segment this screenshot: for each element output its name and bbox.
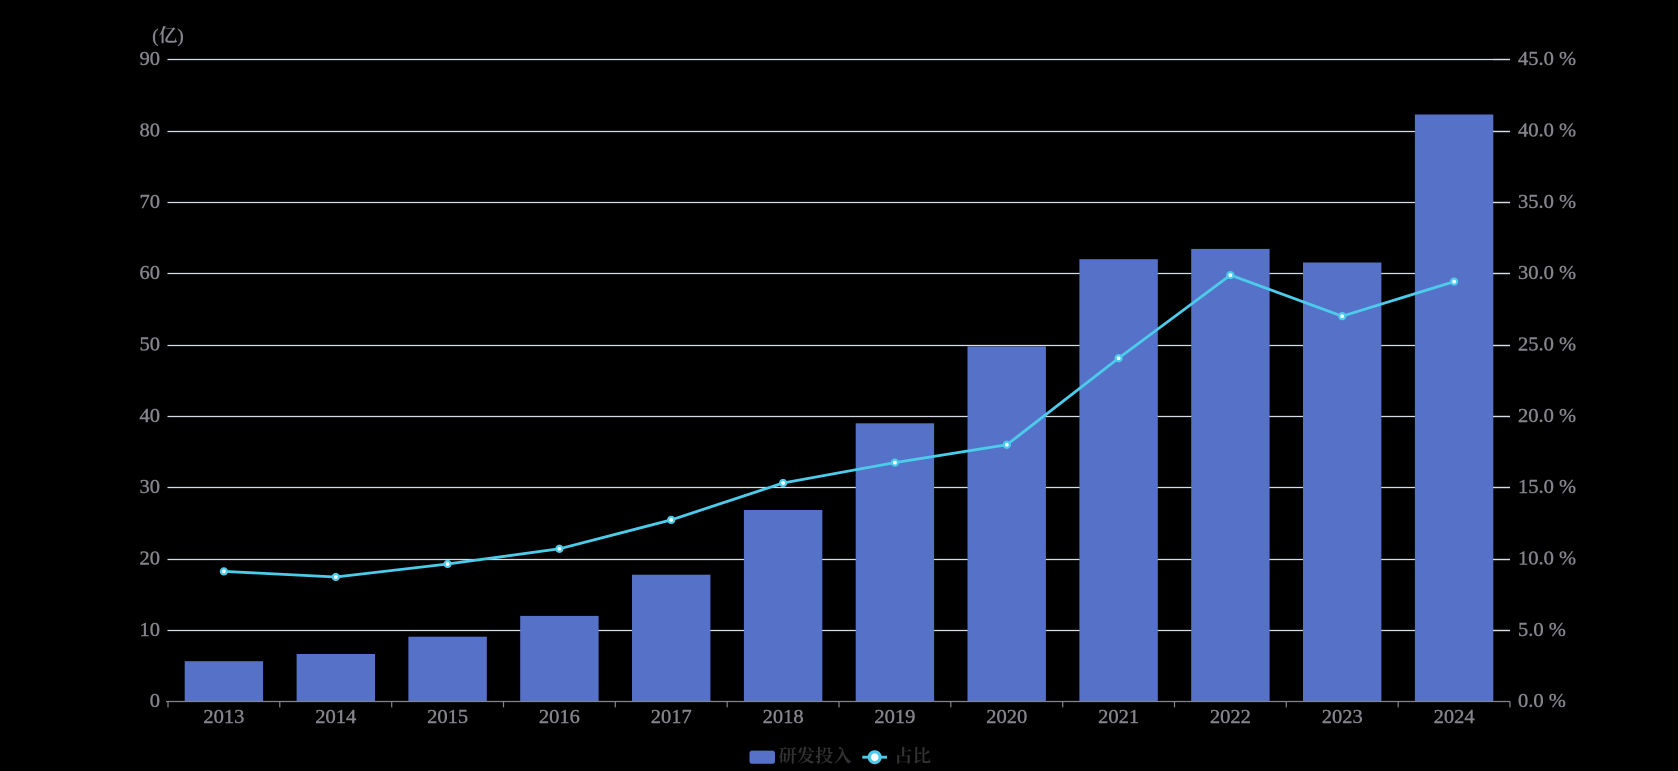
svg-text:2016: 2016 [539, 706, 580, 728]
svg-text:30: 30 [140, 476, 161, 498]
svg-text:2020: 2020 [986, 706, 1027, 728]
svg-text:0: 0 [150, 690, 160, 712]
svg-text:15.0 %: 15.0 % [1518, 476, 1576, 498]
svg-text:20.0 %: 20.0 % [1518, 405, 1576, 427]
svg-text:2021: 2021 [1098, 706, 1139, 728]
svg-text:10.0 %: 10.0 % [1518, 547, 1576, 569]
svg-text:70: 70 [140, 191, 161, 213]
svg-text:2015: 2015 [427, 706, 468, 728]
svg-text:10: 10 [140, 619, 161, 641]
svg-text:2022: 2022 [1210, 706, 1251, 728]
svg-text:2024: 2024 [1434, 706, 1475, 728]
svg-text:50: 50 [140, 333, 161, 355]
svg-text:90: 90 [140, 48, 161, 70]
svg-text:40.0 %: 40.0 % [1518, 119, 1576, 141]
svg-text:2013: 2013 [203, 706, 244, 728]
svg-text:2017: 2017 [651, 706, 692, 728]
svg-text:2014: 2014 [315, 706, 356, 728]
svg-text:2023: 2023 [1322, 706, 1363, 728]
svg-text:35.0 %: 35.0 % [1518, 191, 1576, 213]
svg-text:80: 80 [140, 119, 161, 141]
svg-text:45.0 %: 45.0 % [1518, 48, 1576, 70]
svg-text:): ) [177, 26, 183, 47]
svg-text:2019: 2019 [874, 706, 915, 728]
svg-text:20: 20 [140, 547, 161, 569]
svg-text:2018: 2018 [763, 706, 804, 728]
svg-text:25.0 %: 25.0 % [1518, 333, 1576, 355]
svg-text:0.0 %: 0.0 % [1518, 690, 1566, 712]
svg-text:(: ( [152, 26, 158, 47]
svg-text:40: 40 [140, 405, 161, 427]
svg-text:60: 60 [140, 262, 161, 284]
svg-text:5.0 %: 5.0 % [1518, 619, 1566, 641]
svg-text:30.0 %: 30.0 % [1518, 262, 1576, 284]
